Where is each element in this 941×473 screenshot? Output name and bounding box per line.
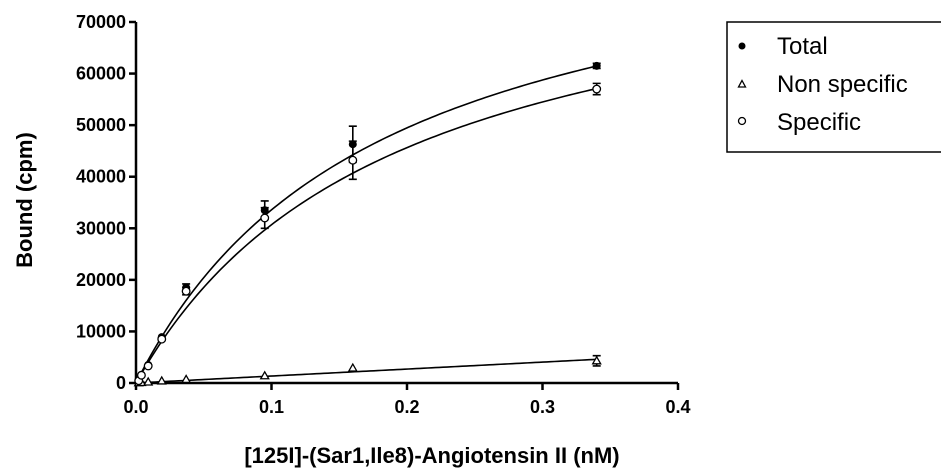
point-specific [136,370,146,380]
y-tick-label: 30000 [76,218,126,238]
data-markers [133,61,602,387]
legend-label-specific: Specific [777,109,861,136]
point-non-specific [259,370,270,380]
point-specific [348,155,358,165]
x-axis-title: [125I]-(Sar1,Ile8)-Angiotensin II (nM) [244,443,619,468]
legend: Total Non specific Specific [726,21,941,153]
y-tick-label: 50000 [76,115,126,135]
point-non-specific [156,375,167,385]
y-tick-label: 70000 [76,12,126,32]
fit-line-total [135,65,597,384]
point-specific [157,334,167,344]
fit-line-non-specific [135,358,597,384]
point-non-specific [181,374,192,384]
legend-marker-total [738,42,746,50]
point-non-specific [591,355,602,365]
legend-box [726,21,941,153]
point-total [592,61,601,70]
point-total [348,140,357,149]
legend-label-non-specific: Non specific [777,71,908,98]
error-bars [182,62,601,367]
x-tick-label: 0.2 [394,397,419,417]
point-specific [143,361,153,371]
y-tick-label: 0 [116,373,126,393]
y-axis-title: Bound (cpm) [12,132,37,268]
y-tick-label: 20000 [76,270,126,290]
y-tick-label: 10000 [76,321,126,341]
x-tick-label: 0.0 [123,397,148,417]
x-tick-label: 0.1 [259,397,284,417]
fit-lines [135,65,597,384]
point-specific [181,286,191,296]
legend-marker-non-specific [737,79,747,88]
point-specific [260,213,270,223]
x-tick-label: 0.3 [530,397,555,417]
y-tick-label: 60000 [76,64,126,84]
x-tick-label: 0.4 [665,397,690,417]
point-non-specific [347,362,358,372]
x-ticks: 0.0 0.1 0.2 0.3 0.4 [123,383,691,417]
point-non-specific [143,376,154,386]
point-specific [592,84,602,94]
axes [134,22,678,385]
legend-label-total: Total [777,33,828,60]
fit-line-specific [135,87,597,384]
y-tick-label: 40000 [76,167,126,187]
y-ticks: 0 10000 20000 30000 40000 50000 60000 70000 [76,12,136,393]
point-total [260,206,269,215]
legend-marker-specific [737,116,747,126]
